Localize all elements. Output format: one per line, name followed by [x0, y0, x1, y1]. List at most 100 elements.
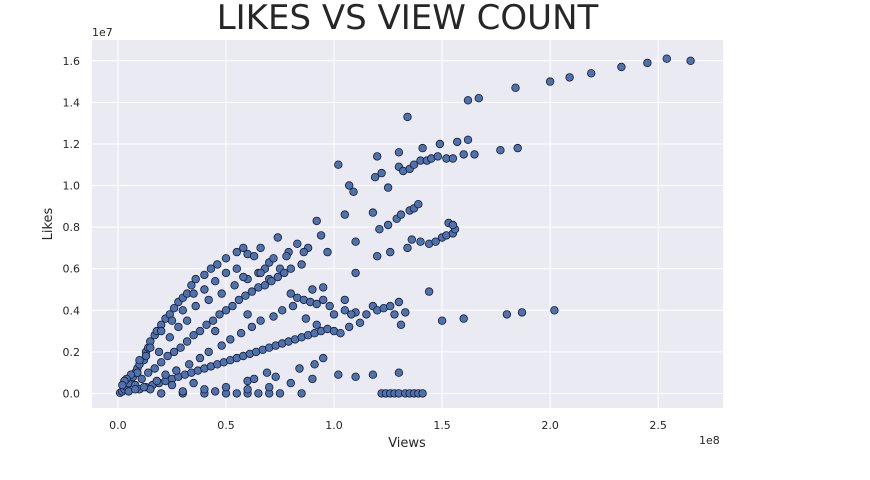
data-point	[435, 139, 445, 149]
data-point	[195, 326, 205, 336]
data-point	[189, 331, 198, 340]
data-point	[375, 224, 384, 234]
data-point	[459, 150, 468, 159]
data-point	[329, 310, 339, 319]
plot-area	[92, 40, 723, 408]
data-point	[453, 137, 462, 147]
data-point	[351, 372, 360, 381]
data-point	[312, 299, 321, 309]
data-point	[221, 268, 231, 278]
data-point	[135, 356, 144, 365]
data-point	[295, 364, 304, 373]
data-point	[470, 150, 479, 159]
data-point	[513, 143, 522, 153]
data-point	[161, 370, 170, 379]
x-axis-label: Views	[388, 436, 426, 451]
data-point	[156, 326, 166, 336]
data-point	[319, 283, 328, 292]
y-tick-label: 1.0	[63, 180, 81, 193]
x-tick-label: 0.5	[217, 419, 235, 432]
data-point	[200, 285, 209, 294]
data-point	[204, 295, 213, 305]
data-point	[249, 374, 259, 384]
data-point	[463, 96, 473, 105]
y-tick-label: 0.2	[63, 346, 81, 359]
data-point	[617, 62, 626, 72]
data-point	[206, 264, 216, 273]
data-point	[191, 301, 200, 311]
data-point	[256, 316, 265, 325]
data-point	[232, 264, 241, 273]
data-point	[383, 220, 393, 230]
data-point	[347, 310, 356, 319]
data-point	[407, 235, 416, 244]
data-point	[174, 322, 183, 332]
data-point	[565, 73, 574, 82]
data-point	[373, 152, 382, 161]
data-point	[394, 297, 404, 307]
data-point	[323, 247, 332, 257]
data-point	[278, 306, 287, 315]
data-point	[334, 370, 343, 379]
data-point	[293, 239, 302, 248]
data-point	[182, 337, 192, 346]
data-point	[334, 160, 343, 169]
data-point	[249, 252, 259, 261]
data-point	[386, 301, 395, 311]
data-point	[226, 335, 235, 344]
data-point	[310, 360, 319, 369]
data-point	[351, 237, 360, 246]
tick-labels: 0.0 0.5 1.0 1.5 2.0 2.5 0.0 0.2 0.4 0.6 0.8 1.0 1.2 1…	[63, 55, 667, 432]
data-point	[260, 281, 270, 290]
data-point	[345, 181, 354, 190]
data-points	[115, 54, 695, 398]
data-point	[217, 341, 226, 350]
data-point	[502, 310, 512, 319]
data-point	[150, 364, 159, 373]
data-point	[184, 360, 194, 369]
data-point	[416, 237, 425, 246]
data-point	[195, 353, 205, 363]
data-point	[587, 69, 596, 78]
data-point	[232, 389, 241, 398]
y-tick-label: 0.0	[63, 387, 81, 400]
data-point	[139, 383, 149, 392]
data-point	[228, 301, 237, 311]
data-point	[189, 289, 198, 298]
data-point	[221, 383, 231, 392]
data-point	[137, 374, 146, 384]
data-point	[254, 389, 263, 398]
data-point	[141, 351, 151, 361]
data-point	[550, 306, 559, 315]
data-point	[403, 112, 412, 122]
data-point	[169, 347, 179, 357]
data-point	[163, 351, 172, 361]
data-point	[386, 247, 395, 257]
y-tick-label: 0.6	[63, 263, 81, 276]
data-point	[232, 247, 241, 257]
data-point	[373, 252, 382, 261]
data-point	[431, 237, 440, 246]
data-point	[299, 247, 308, 257]
data-point	[340, 306, 349, 315]
data-point	[239, 272, 248, 282]
data-point	[267, 277, 276, 286]
data-point	[200, 270, 209, 280]
data-point	[396, 210, 406, 219]
data-point	[297, 389, 306, 398]
data-point	[662, 54, 671, 63]
data-point	[368, 208, 378, 217]
data-point	[191, 274, 200, 284]
data-point	[243, 310, 252, 319]
y-axis-label: Likes	[41, 207, 56, 240]
data-point	[178, 306, 187, 315]
data-point	[362, 310, 371, 319]
data-point	[401, 308, 410, 317]
data-point	[178, 387, 187, 396]
data-point	[286, 289, 295, 298]
data-point	[217, 289, 226, 298]
data-point	[370, 172, 380, 182]
data-point	[418, 143, 427, 153]
data-point	[275, 389, 285, 398]
data-point	[262, 368, 272, 377]
